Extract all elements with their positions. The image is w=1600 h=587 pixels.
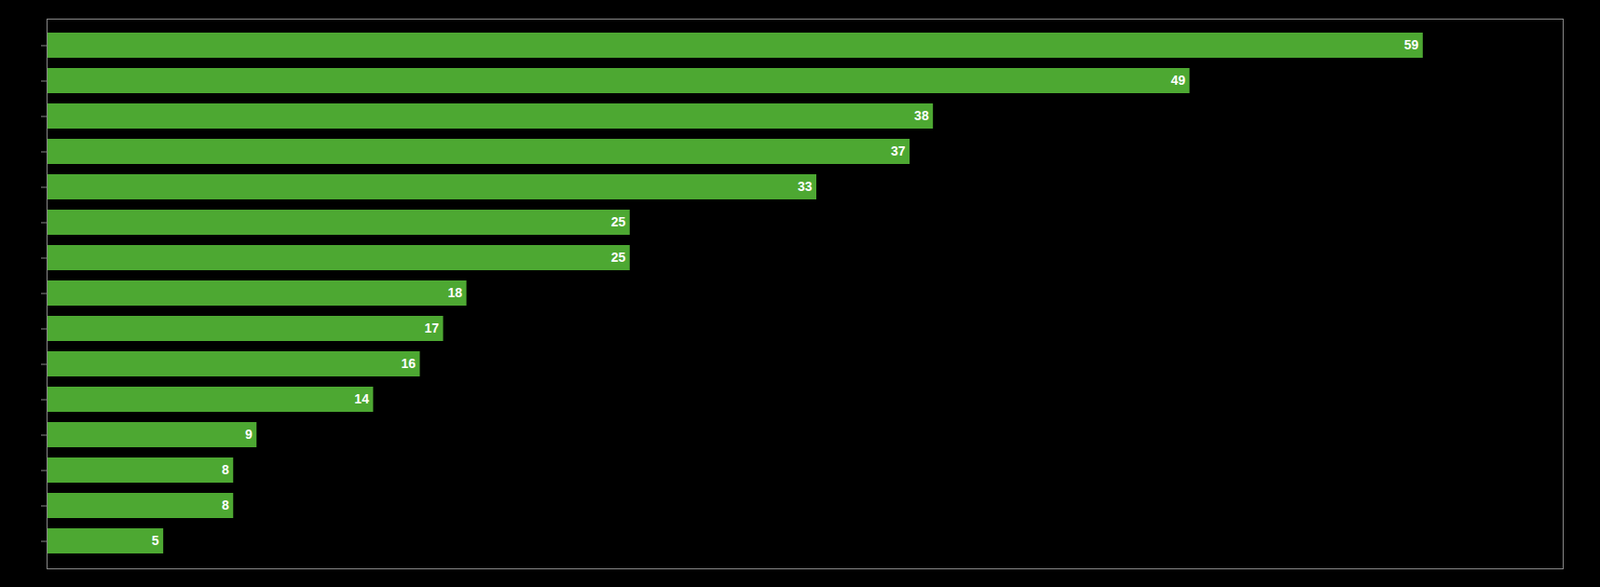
svg-text:37: 37 — [890, 143, 906, 159]
svg-text:8: 8 — [221, 462, 230, 478]
svg-text:16: 16 — [400, 355, 416, 371]
svg-text:18: 18 — [447, 285, 463, 301]
svg-text:17: 17 — [423, 320, 439, 336]
svg-text:14: 14 — [354, 391, 370, 407]
svg-text:59: 59 — [1404, 37, 1420, 53]
svg-text:8: 8 — [221, 497, 230, 513]
svg-text:9: 9 — [245, 426, 253, 442]
svg-text:49: 49 — [1170, 72, 1186, 88]
svg-text:38: 38 — [914, 108, 930, 124]
svg-text:33: 33 — [797, 178, 813, 194]
svg-text:25: 25 — [611, 249, 627, 265]
svg-text:5: 5 — [151, 533, 160, 548]
svg-text:25: 25 — [611, 214, 627, 230]
